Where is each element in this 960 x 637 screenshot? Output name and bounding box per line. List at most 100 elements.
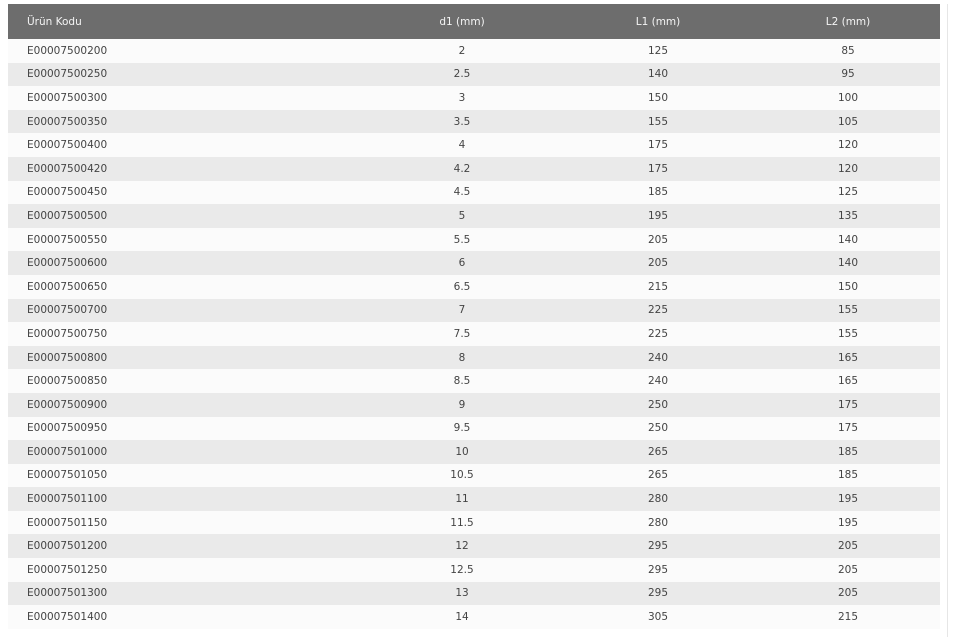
cell-l2: 195 <box>756 487 940 511</box>
cell-d1: 12.5 <box>364 558 560 582</box>
cell-urun-kodu: E00007500420 <box>8 156 364 181</box>
cell-l2: 205 <box>756 558 940 582</box>
cell-l2: 155 <box>756 322 940 346</box>
cell-l1: 215 <box>560 274 756 299</box>
cell-urun-kodu: E00007500950 <box>8 416 364 441</box>
cell-d1: 8 <box>364 345 560 370</box>
cell-urun-kodu: E00007500250 <box>8 62 364 87</box>
product-table-container: Ürün Kodu d1 (mm) L1 (mm) L2 (mm) E00007… <box>8 4 940 629</box>
cell-l1: 185 <box>560 180 756 205</box>
cell-urun-kodu: E00007500800 <box>8 345 364 370</box>
table-row: E00007500350 3.5 155 105 <box>8 109 940 134</box>
table-row: E00007501100 11 280 195 <box>8 487 940 511</box>
cell-l1: 295 <box>560 534 756 559</box>
cell-l2: 140 <box>756 251 940 275</box>
table-row: E00007501250 12.5 295 205 <box>8 558 940 582</box>
cell-l2: 215 <box>756 605 940 629</box>
cell-l2: 120 <box>756 133 940 157</box>
table-row: E00007500750 7.5 225 155 <box>8 322 940 346</box>
cell-l1: 125 <box>560 39 756 63</box>
cell-l1: 175 <box>560 133 756 157</box>
header-d1: d1 (mm) <box>364 4 560 39</box>
table-row: E00007501050 10.5 265 185 <box>8 463 940 488</box>
table-row: E00007501200 12 295 205 <box>8 534 940 559</box>
cell-l1: 295 <box>560 581 756 606</box>
cell-l2: 175 <box>756 392 940 417</box>
table-row: E00007500250 2.5 140 95 <box>8 62 940 87</box>
cell-urun-kodu: E00007500850 <box>8 369 364 393</box>
cell-urun-kodu: E00007500450 <box>8 180 364 205</box>
cell-d1: 2.5 <box>364 62 560 87</box>
cell-l1: 280 <box>560 510 756 535</box>
cell-l2: 205 <box>756 581 940 606</box>
cell-urun-kodu: E00007501300 <box>8 581 364 606</box>
cell-d1: 3.5 <box>364 109 560 134</box>
cell-d1: 4.2 <box>364 156 560 181</box>
cell-d1: 4.5 <box>364 180 560 205</box>
cell-l1: 280 <box>560 487 756 511</box>
header-l1: L1 (mm) <box>560 4 756 39</box>
cell-urun-kodu: E00007500500 <box>8 204 364 228</box>
table-row: E00007500800 8 240 165 <box>8 345 940 370</box>
cell-l2: 185 <box>756 463 940 488</box>
cell-l1: 250 <box>560 416 756 441</box>
cell-d1: 5 <box>364 204 560 228</box>
cell-d1: 12 <box>364 534 560 559</box>
cell-d1: 10 <box>364 440 560 464</box>
cell-d1: 14 <box>364 605 560 629</box>
table-row: E00007500300 3 150 100 <box>8 86 940 110</box>
table-row: E00007500200 2 125 85 <box>8 39 940 63</box>
cell-l2: 195 <box>756 510 940 535</box>
cell-urun-kodu: E00007501400 <box>8 605 364 629</box>
table-row: E00007500500 5 195 135 <box>8 204 940 228</box>
cell-urun-kodu: E00007500200 <box>8 39 364 63</box>
cell-urun-kodu: E00007500400 <box>8 133 364 157</box>
cell-l2: 95 <box>756 62 940 87</box>
table-row: E00007500400 4 175 120 <box>8 133 940 157</box>
header-l2: L2 (mm) <box>756 4 940 39</box>
cell-d1: 7 <box>364 298 560 323</box>
cell-d1: 6 <box>364 251 560 275</box>
cell-l1: 265 <box>560 440 756 464</box>
cell-l1: 150 <box>560 86 756 110</box>
cell-urun-kodu: E00007501100 <box>8 487 364 511</box>
cell-urun-kodu: E00007501000 <box>8 440 364 464</box>
cell-l1: 240 <box>560 345 756 370</box>
table-row: E00007500850 8.5 240 165 <box>8 369 940 393</box>
cell-l1: 205 <box>560 251 756 275</box>
table-row: E00007500900 9 250 175 <box>8 392 940 417</box>
cell-d1: 11.5 <box>364 510 560 535</box>
cell-l2: 135 <box>756 204 940 228</box>
header-urun-kodu: Ürün Kodu <box>8 4 364 39</box>
cell-urun-kodu: E00007500900 <box>8 392 364 417</box>
cell-l2: 155 <box>756 298 940 323</box>
cell-d1: 11 <box>364 487 560 511</box>
cell-l1: 250 <box>560 392 756 417</box>
product-table: Ürün Kodu d1 (mm) L1 (mm) L2 (mm) E00007… <box>8 4 940 629</box>
cell-l2: 150 <box>756 274 940 299</box>
cell-urun-kodu: E00007501050 <box>8 463 364 488</box>
table-row: E00007501150 11.5 280 195 <box>8 510 940 535</box>
table-row: E00007500600 6 205 140 <box>8 251 940 275</box>
cell-l1: 265 <box>560 463 756 488</box>
cell-urun-kodu: E00007500300 <box>8 86 364 110</box>
cell-urun-kodu: E00007501150 <box>8 510 364 535</box>
table-row: E00007500450 4.5 185 125 <box>8 180 940 205</box>
cell-l1: 225 <box>560 298 756 323</box>
cell-l1: 140 <box>560 62 756 87</box>
table-row: E00007500950 9.5 250 175 <box>8 416 940 441</box>
table-header-row: Ürün Kodu d1 (mm) L1 (mm) L2 (mm) <box>8 4 940 39</box>
cell-l1: 295 <box>560 558 756 582</box>
table-row: E00007500420 4.2 175 120 <box>8 156 940 181</box>
cell-d1: 6.5 <box>364 274 560 299</box>
cell-d1: 10.5 <box>364 463 560 488</box>
cell-urun-kodu: E00007500350 <box>8 109 364 134</box>
table-row: E00007500650 6.5 215 150 <box>8 274 940 299</box>
cell-l1: 155 <box>560 109 756 134</box>
cell-l2: 120 <box>756 156 940 181</box>
cell-l2: 165 <box>756 345 940 370</box>
cell-d1: 2 <box>364 39 560 63</box>
page-divider <box>947 4 948 637</box>
cell-l2: 205 <box>756 534 940 559</box>
cell-l1: 240 <box>560 369 756 393</box>
